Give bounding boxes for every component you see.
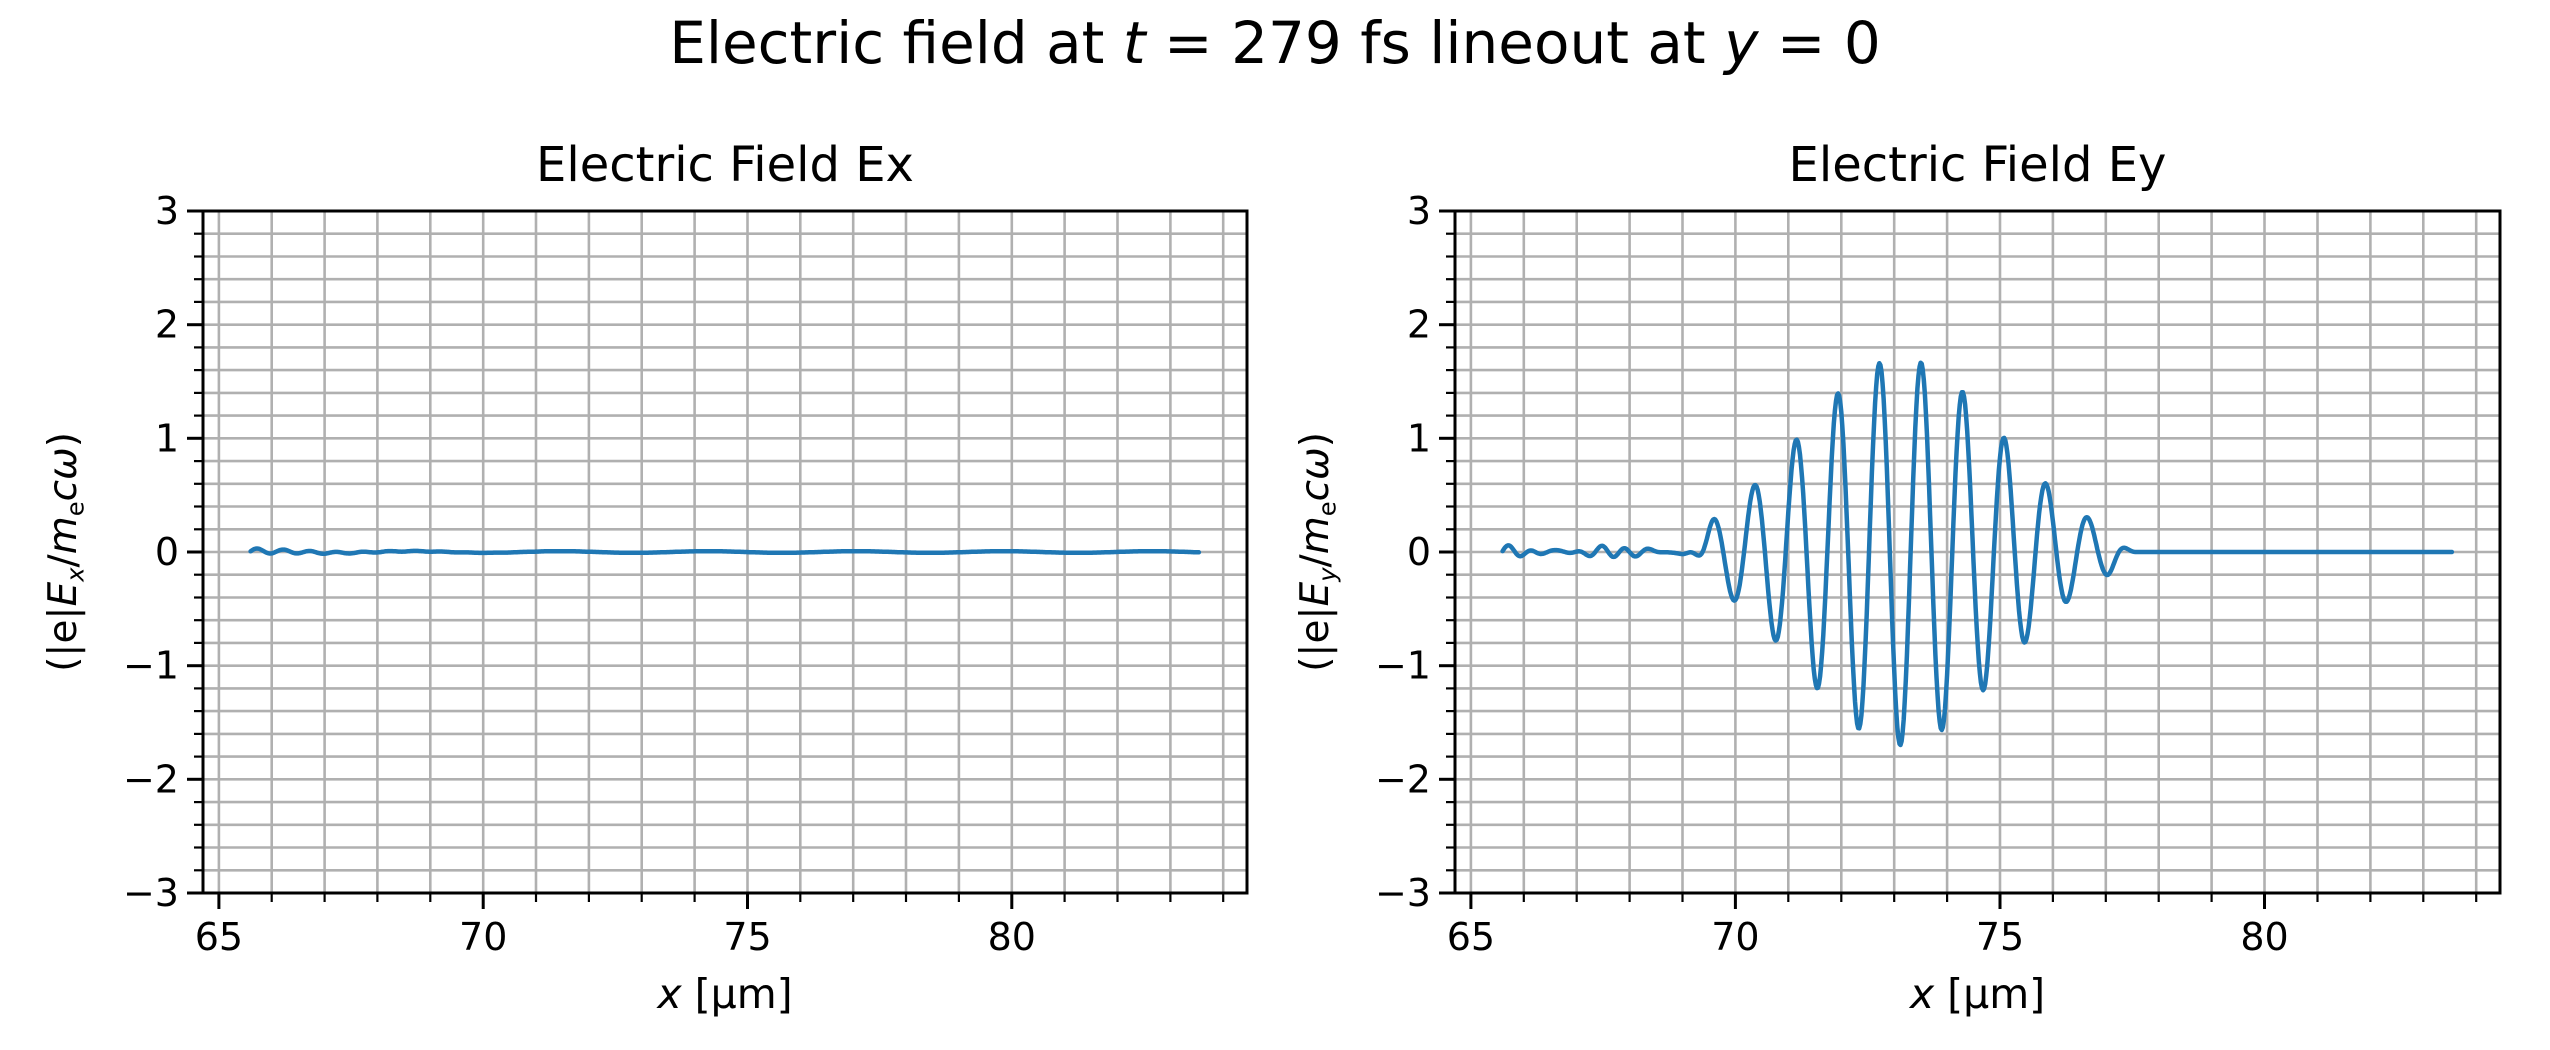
y-tick-label: −2: [1375, 757, 1431, 801]
chart-title-ex: Electric Field Ex: [536, 137, 914, 193]
label-part: y: [1313, 567, 1342, 582]
y-tick-label: −2: [123, 757, 179, 801]
y-tick-label: 0: [155, 530, 179, 574]
y-tick-label: 3: [1407, 189, 1431, 233]
y-tick-label: 2: [155, 303, 179, 347]
label-part: t: [1122, 9, 1146, 77]
label-part: = 0: [1758, 9, 1881, 77]
x-tick-labels: 65 70 75 80: [1447, 915, 2289, 959]
x-tick-label: 80: [2240, 915, 2288, 959]
figure-suptitle: Electric field at t = 279 fs lineout at …: [0, 10, 2550, 77]
y-axis-label-ey: (|e|Ey/mecω): [1293, 432, 1342, 672]
x-tick-label: 80: [988, 915, 1036, 959]
label-part: x: [1909, 970, 1935, 1018]
data-line-ex: [248, 546, 1202, 557]
label-part: e: [61, 501, 90, 517]
subplot-ex: 65 70 75 80 −3 −2 −1 0 1 2 3: [123, 189, 1249, 959]
label-part: c: [1293, 479, 1339, 502]
x-tick-label: 70: [1711, 915, 1759, 959]
y-tick-labels: −3 −2 −1 0 1 2 3: [123, 189, 179, 915]
label-part: [μm]: [681, 970, 793, 1018]
x-tick-label: 75: [723, 915, 771, 959]
label-part: [μm]: [1934, 970, 2046, 1018]
tick-marks: [1439, 209, 2478, 909]
label-part: = 279 fs lineout at: [1145, 9, 1725, 77]
label-part: ): [1293, 432, 1339, 448]
y-tick-label: −1: [123, 644, 179, 688]
x-tick-label: 65: [195, 915, 243, 959]
chart-title-ey: Electric Field Ey: [1788, 137, 2167, 193]
label-part: ω: [1293, 447, 1339, 480]
x-tick-label: 75: [1976, 915, 2024, 959]
y-tick-label: 1: [155, 416, 179, 460]
x-axis-label-ex: x [μm]: [203, 970, 1247, 1018]
tick-marks: [187, 209, 1225, 909]
y-tick-labels: −3 −2 −1 0 1 2 3: [1375, 189, 1431, 915]
data-line-ey: [1500, 360, 2455, 748]
label-part: (|e|: [41, 606, 87, 672]
y-tick-label: −3: [123, 871, 179, 915]
label-part: c: [41, 479, 87, 502]
y-tick-label: 3: [155, 189, 179, 233]
y-tick-label: −3: [1375, 871, 1431, 915]
x-tick-label: 70: [459, 915, 507, 959]
x-tick-labels: 65 70 75 80: [195, 915, 1036, 959]
label-part: Electric field at: [669, 9, 1123, 77]
x-tick-label: 65: [1447, 915, 1495, 959]
label-part: ω: [41, 447, 87, 480]
label-part: (|e|: [1293, 606, 1339, 672]
label-part: x: [61, 567, 90, 582]
y-tick-label: −1: [1375, 644, 1431, 688]
label-part: /: [1293, 554, 1339, 568]
label-part: y: [1724, 9, 1759, 77]
label-part: E: [41, 581, 87, 607]
y-tick-label: 2: [1407, 303, 1431, 347]
y-axis-label-ex: (|e|Ex/mecω): [41, 432, 90, 672]
label-part: ): [41, 432, 87, 448]
label-part: m: [1293, 516, 1339, 555]
label-part: e: [1313, 501, 1342, 517]
label-part: m: [41, 516, 87, 555]
x-axis-label-ey: x [μm]: [1455, 970, 2500, 1018]
label-part: E: [1293, 581, 1339, 607]
label-part: x: [657, 970, 682, 1018]
y-tick-label: 1: [1407, 416, 1431, 460]
subplot-ey: 65 70 75 80 −3 −2 −1 0 1 2 3: [1375, 189, 2502, 959]
y-tick-label: 0: [1407, 530, 1431, 574]
label-part: /: [41, 554, 87, 568]
